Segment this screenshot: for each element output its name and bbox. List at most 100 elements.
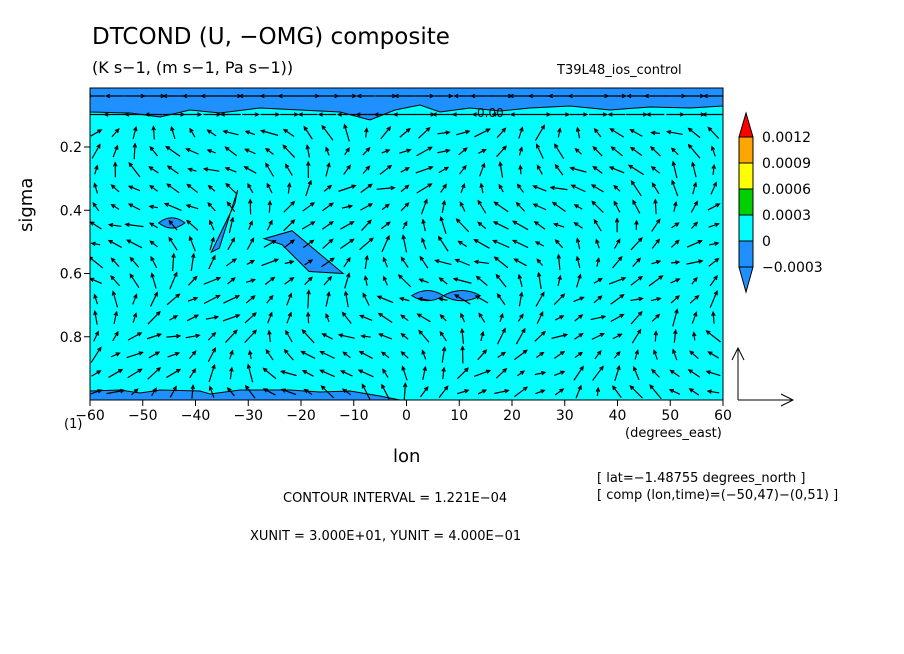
y-tick-label: 0.6 bbox=[60, 267, 82, 283]
contour-interval: CONTOUR INTERVAL = 1.221E−04 bbox=[283, 491, 508, 506]
wind-vector bbox=[322, 238, 334, 250]
wind-vector bbox=[147, 310, 161, 325]
wind-vector bbox=[248, 220, 253, 230]
wind-vector bbox=[91, 143, 101, 159]
wind-vector bbox=[458, 147, 468, 156]
wind-vector bbox=[457, 240, 468, 248]
wind-vector bbox=[355, 112, 376, 117]
wind-vector bbox=[284, 163, 293, 176]
wind-vector bbox=[496, 127, 507, 138]
wind-vector bbox=[434, 93, 454, 99]
wind-vector bbox=[460, 182, 466, 194]
wind-vector bbox=[127, 368, 143, 379]
wind-vector bbox=[518, 291, 524, 307]
wind-vector bbox=[282, 128, 295, 137]
wind-vector bbox=[207, 184, 216, 192]
wind-vector bbox=[495, 367, 508, 379]
wind-vector bbox=[283, 348, 294, 361]
wind-vector bbox=[574, 351, 584, 358]
wind-vector bbox=[452, 277, 472, 284]
wind-vector bbox=[711, 163, 717, 175]
wind-vector bbox=[338, 93, 358, 99]
x-tick-label: −10 bbox=[339, 408, 369, 424]
wind-vector bbox=[459, 201, 466, 212]
wind-vector bbox=[382, 275, 388, 286]
wind-vector bbox=[515, 327, 526, 345]
wind-vector bbox=[689, 350, 699, 360]
wind-vector bbox=[498, 183, 504, 193]
wind-vector bbox=[453, 294, 471, 305]
wind-vector bbox=[511, 220, 529, 231]
wind-vector bbox=[634, 349, 639, 360]
wind-vector bbox=[151, 125, 156, 140]
wind-vector bbox=[266, 219, 273, 231]
x-tick-label: 0 bbox=[402, 408, 411, 424]
wind-vector bbox=[688, 388, 700, 396]
wind-vector bbox=[244, 384, 256, 399]
wind-vector bbox=[341, 311, 352, 324]
wind-vector bbox=[304, 276, 313, 286]
negative-patch bbox=[262, 230, 345, 275]
wind-vector bbox=[380, 221, 391, 230]
wind-vector bbox=[459, 164, 467, 175]
wind-vector bbox=[612, 385, 622, 399]
wind-vector bbox=[107, 222, 122, 228]
wind-vector bbox=[439, 215, 447, 234]
wind-vector bbox=[359, 314, 373, 322]
wind-vector bbox=[595, 238, 600, 249]
wind-vector bbox=[185, 148, 199, 155]
wind-vector bbox=[608, 166, 625, 174]
wind-vector bbox=[518, 164, 523, 175]
wind-vector bbox=[226, 201, 236, 213]
wind-vector bbox=[455, 218, 470, 233]
wind-vector bbox=[614, 350, 621, 359]
wind-vector bbox=[184, 112, 203, 117]
wind-vector bbox=[527, 93, 551, 99]
wind-vector bbox=[651, 260, 662, 265]
wind-vector bbox=[643, 93, 667, 99]
wind-vector bbox=[362, 292, 370, 306]
wind-vector bbox=[650, 165, 661, 174]
wind-vector bbox=[319, 351, 335, 359]
wind-vector bbox=[593, 218, 602, 232]
wind-vector bbox=[225, 182, 237, 194]
wind-vector bbox=[229, 366, 234, 380]
wind-vector bbox=[226, 387, 235, 397]
wind-vector bbox=[591, 333, 605, 340]
wind-vector bbox=[670, 147, 679, 156]
negative-patch bbox=[210, 189, 239, 254]
wind-vector bbox=[228, 216, 235, 234]
wind-vector bbox=[94, 164, 99, 175]
wind-vector bbox=[92, 201, 100, 212]
wind-vector bbox=[339, 238, 355, 250]
wind-vector bbox=[305, 311, 311, 324]
wind-vector bbox=[614, 217, 620, 233]
wind-vector bbox=[649, 145, 661, 157]
wind-vector bbox=[323, 184, 333, 192]
wind-vector bbox=[149, 145, 158, 157]
wind-vector bbox=[691, 331, 697, 341]
wind-vector bbox=[344, 272, 351, 289]
wind-vector bbox=[373, 112, 397, 117]
wind-vector bbox=[460, 327, 465, 344]
wind-vector bbox=[441, 345, 447, 363]
wind-vector bbox=[670, 260, 681, 265]
wind-vector bbox=[457, 389, 470, 395]
wind-vector bbox=[144, 112, 163, 117]
y-corner-label: (1) bbox=[64, 417, 83, 432]
wind-vector bbox=[515, 201, 526, 212]
wind-vector bbox=[687, 143, 701, 159]
wind-vector bbox=[150, 255, 158, 269]
wind-vector bbox=[286, 292, 293, 306]
wind-vector bbox=[575, 255, 581, 269]
wind-vector bbox=[496, 145, 508, 158]
wind-vector bbox=[418, 329, 430, 343]
wind-vector bbox=[399, 127, 411, 138]
wind-vector bbox=[207, 346, 216, 363]
wind-vector bbox=[709, 275, 718, 287]
wind-vector bbox=[687, 127, 701, 139]
wind-vector bbox=[478, 149, 487, 154]
wind-vector bbox=[399, 148, 412, 154]
wind-vector bbox=[110, 352, 121, 358]
wind-vector bbox=[398, 296, 410, 302]
